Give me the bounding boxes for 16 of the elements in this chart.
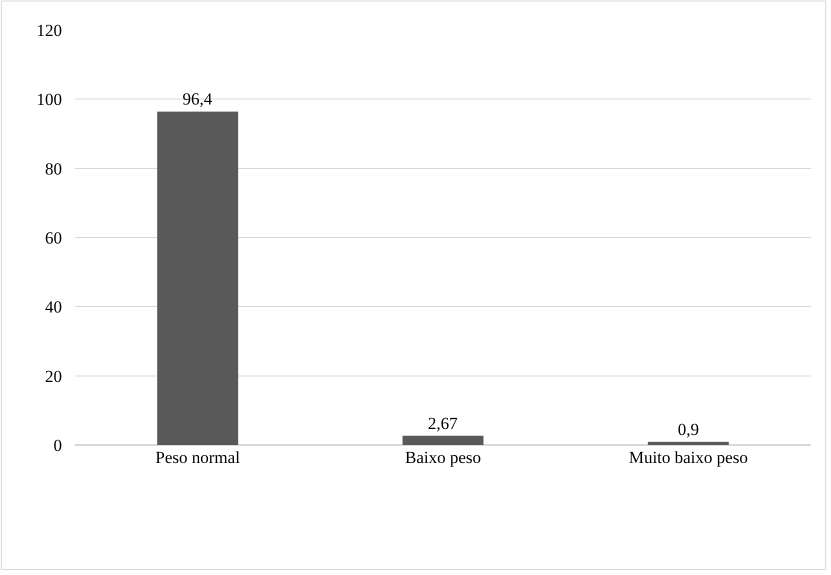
y-tick-label: 20 <box>45 366 62 386</box>
bar <box>648 442 729 445</box>
x-tick-label: Muito baixo peso <box>628 448 748 467</box>
x-tick-label: Peso normal <box>155 448 240 467</box>
bar <box>402 436 484 445</box>
y-tick-label: 120 <box>36 20 62 40</box>
data-label: 2,67 <box>428 414 458 433</box>
y-tick-label: 60 <box>45 228 62 248</box>
y-tick-label: 80 <box>45 159 62 178</box>
bar <box>157 112 238 445</box>
x-tick-label: Baixo peso <box>404 448 482 467</box>
data-label: 0,9 <box>678 420 699 439</box>
y-tick-label: 40 <box>45 298 62 317</box>
y-tick-label: 0 <box>54 436 62 455</box>
y-tick-label: 100 <box>36 90 62 110</box>
data-label: 96,4 <box>182 90 213 109</box>
